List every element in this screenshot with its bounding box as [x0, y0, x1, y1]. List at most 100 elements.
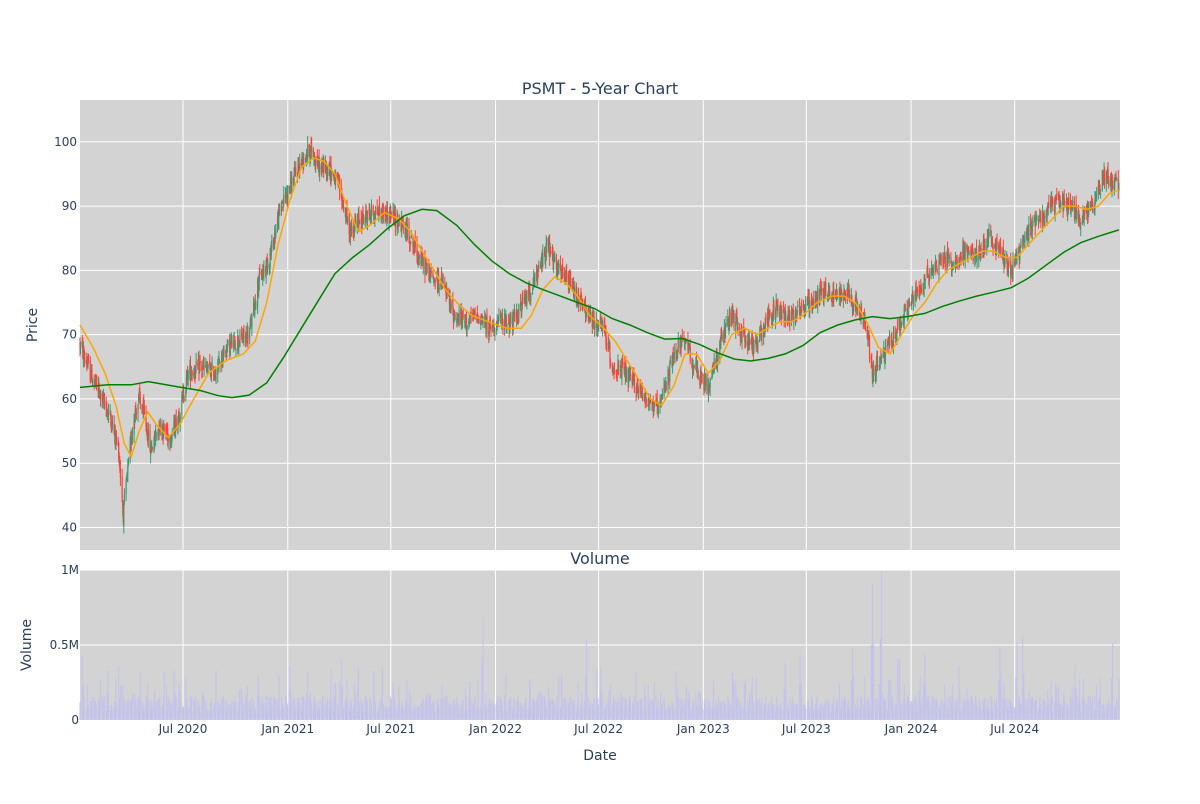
volume-bar — [604, 710, 606, 720]
candle-body — [243, 327, 245, 340]
volume-bar — [599, 691, 601, 720]
candle-body — [458, 312, 460, 325]
volume-bar — [159, 696, 161, 720]
candle-body — [960, 252, 962, 254]
x-tick-label: Jul 2022 — [573, 722, 623, 736]
volume-bar — [927, 709, 929, 720]
candle-body — [980, 248, 982, 251]
candle-body — [466, 325, 468, 331]
candle-body — [91, 370, 93, 383]
volume-bar — [1073, 688, 1076, 720]
volume-bar — [570, 697, 572, 720]
candle-body — [773, 303, 775, 318]
volume-bar — [398, 686, 400, 720]
candle-body — [875, 363, 877, 373]
volume-bar — [871, 644, 873, 720]
volume-bar — [147, 683, 149, 720]
volume-bar — [165, 709, 167, 720]
candle-body — [297, 164, 300, 169]
volume-bar — [940, 709, 942, 720]
candle-body — [426, 266, 428, 271]
volume-bar — [745, 709, 747, 720]
candle-body — [500, 320, 502, 322]
volume-bar — [874, 698, 876, 720]
volume-bar — [884, 698, 886, 720]
volume-bar — [253, 706, 255, 720]
volume-bar — [982, 704, 984, 720]
candle-body — [756, 343, 758, 346]
volume-bar — [250, 711, 252, 720]
volume-bar — [748, 697, 750, 720]
price-lines — [79, 157, 1120, 459]
volume-bar — [1081, 698, 1083, 720]
candle-body — [358, 221, 361, 223]
volume-bar — [760, 702, 762, 720]
candle-body — [787, 313, 789, 321]
volume-bar — [470, 699, 472, 720]
volume-bar — [691, 701, 694, 720]
candle-body — [848, 284, 850, 292]
volume-bar — [193, 701, 195, 720]
volume-bar — [158, 699, 160, 720]
candle-body — [845, 293, 847, 297]
volume-bar — [145, 696, 147, 720]
volume-bar — [378, 701, 380, 720]
candle-body — [597, 322, 600, 330]
volume-bar — [966, 688, 968, 720]
volume-bar — [950, 695, 952, 720]
volume-bar — [817, 709, 819, 720]
candle-body — [554, 255, 556, 259]
candle-body — [99, 390, 101, 392]
volume-bar — [139, 698, 141, 720]
volume-bar — [438, 706, 440, 720]
candle-body — [665, 387, 667, 389]
volume-bar — [234, 702, 236, 720]
volume-bar — [625, 699, 628, 720]
volume-bar — [321, 699, 323, 720]
volume-bar — [183, 711, 185, 720]
volume-bar — [685, 686, 687, 720]
candle-body — [420, 253, 423, 266]
volume-bar — [110, 710, 112, 720]
candle-body — [859, 317, 862, 319]
volume-bar — [217, 706, 219, 720]
volume-bar — [237, 708, 239, 720]
candle-body — [919, 284, 921, 294]
candle-body — [1034, 218, 1036, 221]
volume-bar — [302, 707, 304, 720]
volume-bar — [752, 700, 754, 720]
volume-bar — [229, 706, 231, 720]
candle-body — [685, 340, 687, 343]
candle-body — [652, 400, 654, 410]
price-y-tick-label: 90 — [62, 199, 77, 213]
volume-bar — [147, 699, 149, 720]
candle-body — [778, 314, 781, 316]
candle-body — [1115, 178, 1118, 180]
volume-bar — [769, 710, 771, 720]
volume-bar — [151, 699, 153, 720]
volume-bar — [342, 711, 344, 720]
volume-bar — [636, 702, 638, 720]
volume-bar — [980, 710, 982, 720]
candle-body — [239, 333, 241, 346]
volume-bar — [637, 701, 639, 720]
candle-body — [163, 426, 165, 430]
volume-bar — [118, 665, 120, 720]
volume-bar — [1032, 697, 1034, 720]
candle-body — [480, 317, 482, 326]
volume-bar — [226, 707, 228, 720]
volume-bar — [410, 696, 412, 720]
volume-bar — [998, 679, 1000, 720]
candle-body — [819, 284, 821, 302]
candle-body — [765, 315, 767, 321]
candle-body — [870, 357, 872, 361]
volume-bar — [944, 702, 946, 720]
volume-bar — [167, 696, 169, 720]
volume-bar — [501, 699, 503, 720]
volume-bar — [563, 697, 565, 720]
volume-bar — [846, 704, 848, 720]
volume-bar — [575, 711, 577, 720]
volume-bar — [815, 709, 817, 720]
price-y-axis-title: Price — [25, 308, 41, 342]
